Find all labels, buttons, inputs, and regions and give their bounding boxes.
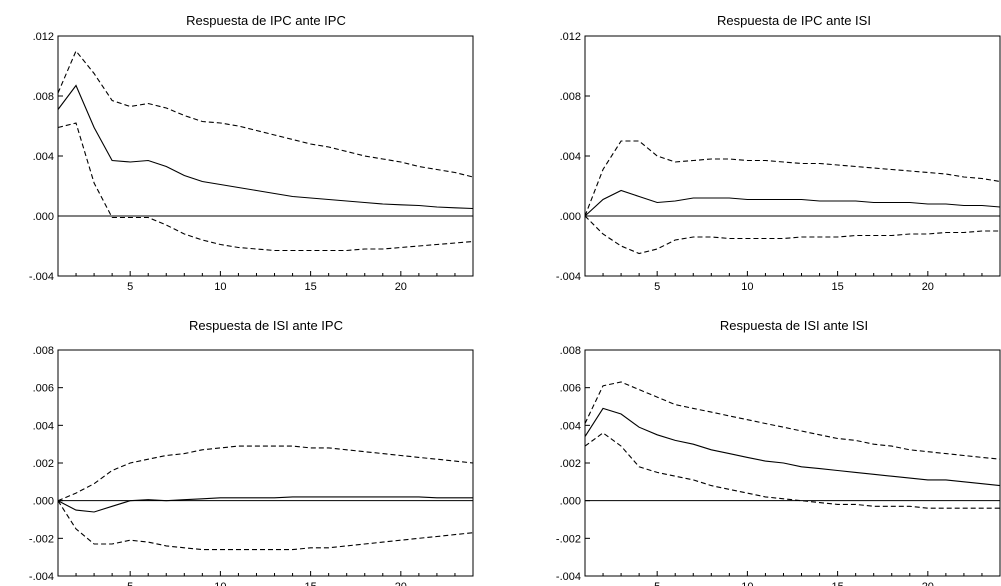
y-tick-label: .000 <box>33 496 54 508</box>
y-tick-label: -.004 <box>29 271 54 283</box>
lower-band-line <box>57 122 474 252</box>
y-tick-label: .008 <box>33 345 54 357</box>
x-tick-label: 10 <box>741 581 753 586</box>
panel-ipc-ante-isi: Respuesta de IPC ante ISI -.004 .000 .004.… <box>556 13 1001 293</box>
x-tick-label: 20 <box>922 581 934 586</box>
chart-title: Respuesta de IPC ante ISI <box>717 13 871 28</box>
y-tick-label: .004 <box>33 151 54 163</box>
x-tick-label: 15 <box>304 281 316 293</box>
plot-area: -.004 .000 .004 .008 .012 5 10 15 20 <box>556 31 1001 293</box>
x-tick-label: 15 <box>304 581 316 586</box>
x-tick-label: 20 <box>395 581 407 586</box>
chart-title: Respuesta de ISI ante ISI <box>720 318 868 333</box>
y-tick-label: .008 <box>560 91 581 103</box>
irf-estimate-line <box>584 407 1001 487</box>
plot-area: -.004 .000 .004 .008 .012 5 10 15 20 <box>29 31 474 293</box>
y-tick-label: .002 <box>33 458 54 470</box>
plot-frame <box>584 349 1001 577</box>
y-tick-label: -.004 <box>29 571 54 583</box>
x-tick-label: 5 <box>654 581 660 586</box>
upper-band-line <box>57 49 474 178</box>
x-tick-label: 5 <box>127 281 133 293</box>
y-tick-label: -.002 <box>556 533 581 545</box>
panel-isi-ante-isi: Respuesta de ISI ante ISI -.004 -.002 .000… <box>556 318 1001 586</box>
panel-isi-ante-ipc: Respuesta de ISI ante IPC -.004 -.002 .000… <box>29 318 474 586</box>
y-tick-label: .000 <box>33 211 54 223</box>
x-tick-label: 10 <box>741 281 753 293</box>
x-tick-label: 10 <box>214 581 226 586</box>
y-tick-label: .002 <box>560 458 581 470</box>
plot-area: -.004 -.002 .000 .002 .004 .006 .008 5 10 15 20 <box>556 345 1001 586</box>
lower-band-line <box>584 432 1000 509</box>
irf-estimate-line <box>57 496 473 513</box>
x-tick-label: 15 <box>831 281 843 293</box>
irf-estimate-line <box>584 189 1001 217</box>
x-tick-label: 5 <box>654 281 660 293</box>
y-tick-label: .012 <box>33 31 54 43</box>
y-tick-label: -.004 <box>556 271 581 283</box>
y-tick-label: .008 <box>560 345 581 357</box>
plot-frame <box>584 35 1001 277</box>
panel-ipc-ante-ipc: Respuesta de IPC ante IPC -.004 .000 .004.… <box>29 13 474 293</box>
y-tick-label: .000 <box>560 496 581 508</box>
y-tick-label: -.004 <box>556 571 581 583</box>
lower-band-line <box>57 500 474 551</box>
y-tick-label: .000 <box>560 211 581 223</box>
y-tick-label: .006 <box>560 383 581 395</box>
y-tick-label: .004 <box>33 420 54 432</box>
y-tick-label: .006 <box>33 383 54 395</box>
y-tick-label: .012 <box>560 31 581 43</box>
x-tick-label: 5 <box>127 581 133 586</box>
plot-frame <box>57 35 474 277</box>
y-tick-label: .004 <box>560 151 581 163</box>
irf-estimate-line <box>57 84 474 210</box>
lower-band-line <box>584 215 1000 255</box>
plot-area: -.004 -.002 .000 .002 .004 .006 .008 5 10 15 20 <box>29 345 474 586</box>
chart-title: Respuesta de IPC ante IPC <box>186 13 346 28</box>
y-tick-label: .008 <box>33 91 54 103</box>
upper-band-line <box>57 445 474 502</box>
y-tick-label: -.002 <box>29 533 54 545</box>
x-tick-label: 20 <box>922 281 934 293</box>
chart-title: Respuesta de ISI ante IPC <box>189 318 343 333</box>
y-tick-label: .004 <box>560 420 581 432</box>
x-tick-label: 20 <box>395 281 407 293</box>
x-tick-label: 10 <box>214 281 226 293</box>
x-tick-label: 15 <box>831 581 843 586</box>
upper-band-line <box>584 381 1001 460</box>
upper-band-line <box>584 140 1001 217</box>
